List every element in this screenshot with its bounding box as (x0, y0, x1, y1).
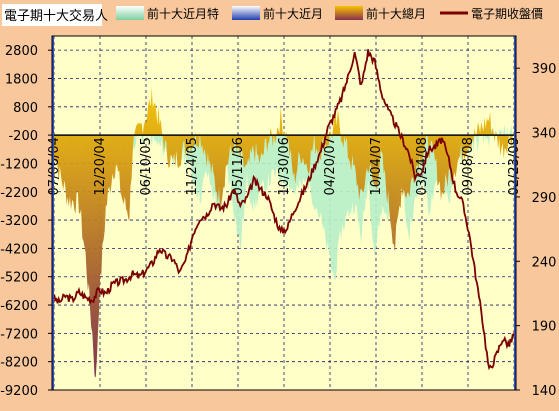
left-axis-tick-label: -200 (8, 129, 38, 144)
right-axis-tick-label: 240 (532, 255, 557, 270)
x-tick-labels: 07/06/04 12/20/04 06/10/05 11/24/05 05/11/06… (47, 137, 522, 195)
x-tick-label: 03/24/08 (415, 137, 430, 195)
legend: 電子期十大交易人 前十大近月特 前十大近月 前十大總月 電子期收盤價 (0, 0, 559, 36)
right-axis-tick-label: 140 (532, 384, 557, 399)
area-layer (52, 87, 516, 378)
left-axis-tick-label: 1800 (5, 72, 38, 87)
left-axis-tick-label: -2200 (0, 186, 38, 201)
legend-item-total[interactable]: 前十大總月 (366, 6, 426, 21)
left-axis-tick-label: 800 (13, 101, 38, 116)
legend-item-special-recent[interactable]: 前十大近月特 (147, 6, 219, 21)
legend-title: 電子期十大交易人 (4, 8, 108, 24)
legend-item-recent[interactable]: 前十大近月 (263, 6, 323, 21)
close-price-line (52, 49, 516, 371)
x-tick-label: 10/04/07 (369, 137, 384, 195)
gold-gradient-swatch-icon (335, 6, 363, 20)
x-tick-label: 12/20/04 (93, 137, 108, 195)
left-axis-tick-label: -7200 (0, 327, 38, 342)
total-months-area (52, 87, 516, 378)
price-layer (52, 49, 516, 371)
x-tick-label: 06/10/05 (139, 137, 154, 195)
right-axis-tick-label: 390 (532, 62, 557, 77)
x-tick-label: 07/06/04 (47, 137, 62, 195)
left-axis-tick-label: -5200 (0, 271, 38, 286)
x-tick-label: 04/20/07 (323, 137, 338, 195)
left-axis-tick-label: -1200 (0, 157, 38, 172)
left-axis-tick-label: -6200 (0, 299, 38, 314)
left-axis-tick-label: -3200 (0, 214, 38, 229)
legend-title-box (2, 4, 102, 26)
left-axis-tick-label: -4200 (0, 242, 38, 257)
mint-gradient-swatch-icon (116, 6, 144, 20)
left-axis-tick-label: -9200 (0, 384, 38, 399)
x-tick-label: 10/30/06 (277, 137, 292, 195)
x-tick-label: 11/24/05 (185, 137, 200, 195)
blue-gradient-swatch-icon (232, 6, 260, 20)
legend-item-close-price[interactable]: 電子期收盤價 (471, 7, 543, 21)
left-axis-tick-label: 2800 (5, 44, 38, 59)
left-axis-tick-label: -8200 (0, 356, 38, 371)
x-tick-label: 09/08/08 (461, 137, 476, 195)
right-axis-tick-label: 340 (532, 127, 557, 142)
plot-border (51, 35, 517, 391)
axis-layer: 2800 1800 800 -200 -1200 -2200 -3200 -4200 -5200… (0, 36, 556, 399)
right-axis-tick-label: 190 (532, 320, 557, 335)
right-axis-tick-label: 290 (532, 191, 557, 206)
x-tick-label: 05/11/06 (231, 137, 246, 195)
